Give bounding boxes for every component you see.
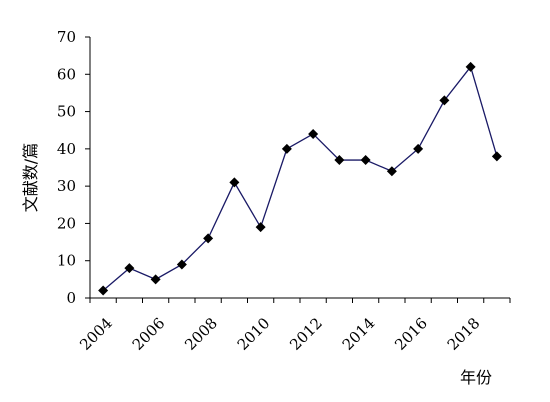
y-tick-label: 0 (66, 289, 76, 307)
y-tick-label: 20 (57, 214, 76, 232)
data-point (492, 151, 502, 161)
data-point (361, 155, 371, 165)
x-tick-label: 2018 (444, 314, 484, 354)
data-point (256, 222, 266, 232)
data-point (229, 177, 239, 187)
series-group (98, 62, 502, 296)
x-tick-label: 2016 (391, 314, 431, 354)
y-tick-label: 50 (57, 103, 76, 121)
x-axis-title: 年份 (460, 368, 492, 387)
data-point (282, 144, 292, 154)
y-axis-title: 文献数/篇 (21, 143, 40, 212)
y-tick-label: 10 (57, 252, 76, 270)
x-tick-label: 2006 (129, 314, 169, 354)
x-tick-label: 2014 (339, 314, 379, 354)
x-axis: 2004 2006 2008 2010 2012 2014 2016 2018 (76, 298, 510, 354)
x-tick-label: 2008 (181, 314, 221, 354)
y-tick-label: 60 (57, 65, 76, 83)
y-axis: 0 10 20 30 40 50 60 70 (57, 28, 90, 307)
series-line (103, 67, 497, 291)
data-point (151, 274, 161, 284)
y-tick-label: 30 (57, 177, 76, 195)
x-tick-label: 2010 (234, 314, 274, 354)
y-tick-label: 40 (57, 140, 76, 158)
x-tick-label: 2012 (286, 314, 326, 354)
y-tick-label: 70 (57, 28, 76, 46)
x-tick-label: 2004 (76, 314, 116, 354)
